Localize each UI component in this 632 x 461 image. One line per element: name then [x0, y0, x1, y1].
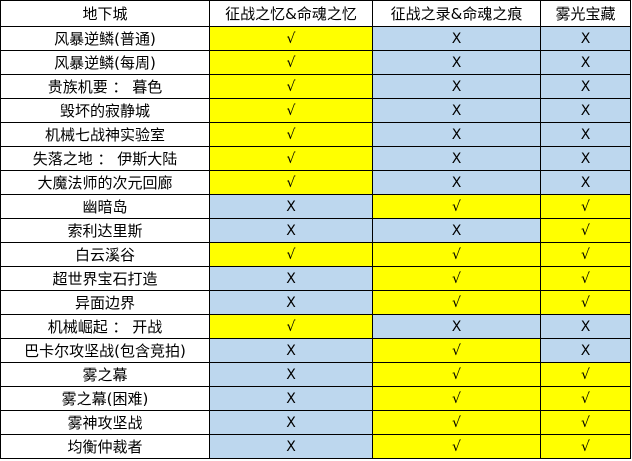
check-mark-icon: √ — [209, 122, 373, 147]
check-mark-icon: √ — [372, 386, 541, 411]
x-mark-icon: X — [372, 146, 541, 171]
x-mark-icon: X — [372, 98, 541, 123]
table-row: 机械崛起 ： 开战 √ X X — [0, 314, 631, 339]
check-mark-icon: √ — [209, 74, 373, 99]
table-row: 风暴逆鳞(普通) √ X X — [0, 26, 631, 51]
x-mark-icon: X — [540, 74, 631, 99]
x-mark-icon: X — [209, 266, 373, 291]
x-mark-icon: X — [372, 122, 541, 147]
x-mark-icon: X — [540, 122, 631, 147]
check-mark-icon: √ — [209, 50, 373, 75]
header-dungeon: 地下城 — [0, 0, 210, 27]
header-mist-treasure: 雾光宝藏 — [540, 0, 631, 27]
table-row: 机械七战神实验室 √ X X — [0, 122, 631, 147]
x-mark-icon: X — [540, 50, 631, 75]
dungeon-name: 大魔法师的次元回廊 — [0, 170, 210, 195]
dungeon-name: 雾神攻坚战 — [0, 410, 210, 435]
x-mark-icon: X — [540, 146, 631, 171]
x-mark-icon: X — [540, 26, 631, 51]
header-row: 地下城 征战之忆&命魂之忆 征战之录&命魂之痕 雾光宝藏 — [0, 0, 631, 27]
check-mark-icon: √ — [540, 218, 631, 243]
dungeon-name: 巴卡尔攻坚战(包含竞拍) — [0, 338, 210, 363]
table-row: 贵族机要 ： 暮色 √ X X — [0, 74, 631, 99]
check-mark-icon: √ — [372, 194, 541, 219]
table-row: 大魔法师的次元回廊 √ X X — [0, 170, 631, 195]
check-mark-icon: √ — [372, 290, 541, 315]
check-mark-icon: √ — [209, 314, 373, 339]
check-mark-icon: √ — [540, 290, 631, 315]
table-row: 毁坏的寂静城 √ X X — [0, 98, 631, 123]
dungeon-name: 风暴逆鳞(每周) — [0, 50, 210, 75]
check-mark-icon: √ — [372, 242, 541, 267]
check-mark-icon: √ — [209, 242, 373, 267]
dungeon-name: 风暴逆鳞(普通) — [0, 26, 210, 51]
x-mark-icon: X — [209, 410, 373, 435]
dungeon-name: 异面边界 — [0, 290, 210, 315]
check-mark-icon: √ — [209, 170, 373, 195]
check-mark-icon: √ — [372, 362, 541, 387]
dungeon-name: 均衡仲裁者 — [0, 434, 210, 459]
x-mark-icon: X — [209, 290, 373, 315]
table-row: 索利达里斯 X X √ — [0, 218, 631, 243]
dungeon-name: 机械七战神实验室 — [0, 122, 210, 147]
dungeon-name: 雾之幕(困难) — [0, 386, 210, 411]
table-row: 白云溪谷 √ √ √ — [0, 242, 631, 267]
check-mark-icon: √ — [540, 362, 631, 387]
check-mark-icon: √ — [372, 434, 541, 459]
dungeon-name: 幽暗岛 — [0, 194, 210, 219]
x-mark-icon: X — [372, 50, 541, 75]
x-mark-icon: X — [372, 74, 541, 99]
dungeon-name: 贵族机要 ： 暮色 — [0, 74, 210, 99]
table-row: 超世界宝石打造 X √ √ — [0, 266, 631, 291]
table-row: 巴卡尔攻坚战(包含竞拍) X √ X — [0, 338, 631, 363]
table-row: 雾之幕 X √ √ — [0, 362, 631, 387]
check-mark-icon: √ — [540, 242, 631, 267]
dungeon-name: 毁坏的寂静城 — [0, 98, 210, 123]
x-mark-icon: X — [209, 194, 373, 219]
check-mark-icon: √ — [540, 194, 631, 219]
check-mark-icon: √ — [372, 410, 541, 435]
check-mark-icon: √ — [540, 386, 631, 411]
x-mark-icon: X — [540, 170, 631, 195]
x-mark-icon: X — [209, 386, 373, 411]
dungeon-name: 机械崛起 ： 开战 — [0, 314, 210, 339]
table-row: 幽暗岛 X √ √ — [0, 194, 631, 219]
check-mark-icon: √ — [372, 338, 541, 363]
x-mark-icon: X — [209, 218, 373, 243]
x-mark-icon: X — [372, 170, 541, 195]
check-mark-icon: √ — [209, 98, 373, 123]
check-mark-icon: √ — [540, 434, 631, 459]
header-memory: 征战之忆&命魂之忆 — [209, 0, 373, 27]
header-record: 征战之录&命魂之痕 — [372, 0, 541, 27]
check-mark-icon: √ — [209, 26, 373, 51]
x-mark-icon: X — [209, 362, 373, 387]
check-mark-icon: √ — [372, 266, 541, 291]
dungeon-name: 失落之地 ： 伊斯大陆 — [0, 146, 210, 171]
x-mark-icon: X — [540, 338, 631, 363]
dungeon-name: 雾之幕 — [0, 362, 210, 387]
table-body: 风暴逆鳞(普通) √ X X 风暴逆鳞(每周) √ X X 贵族机要 ： 暮色 √ X X 毁坏的寂静城… — [0, 26, 631, 459]
x-mark-icon: X — [540, 98, 631, 123]
x-mark-icon: X — [372, 314, 541, 339]
table-row: 失落之地 ： 伊斯大陆 √ X X — [0, 146, 631, 171]
dungeon-name: 超世界宝石打造 — [0, 266, 210, 291]
dungeon-name: 白云溪谷 — [0, 242, 210, 267]
x-mark-icon: X — [540, 314, 631, 339]
check-mark-icon: √ — [209, 146, 373, 171]
check-mark-icon: √ — [540, 266, 631, 291]
table-row: 雾之幕(困难) X √ √ — [0, 386, 631, 411]
dungeon-name: 索利达里斯 — [0, 218, 210, 243]
table-row: 风暴逆鳞(每周) √ X X — [0, 50, 631, 75]
x-mark-icon: X — [209, 338, 373, 363]
table-row: 异面边界 X √ √ — [0, 290, 631, 315]
x-mark-icon: X — [372, 26, 541, 51]
table-row: 雾神攻坚战 X √ √ — [0, 410, 631, 435]
table-row: 均衡仲裁者 X √ √ — [0, 434, 631, 459]
x-mark-icon: X — [209, 434, 373, 459]
x-mark-icon: X — [372, 218, 541, 243]
check-mark-icon: √ — [540, 410, 631, 435]
